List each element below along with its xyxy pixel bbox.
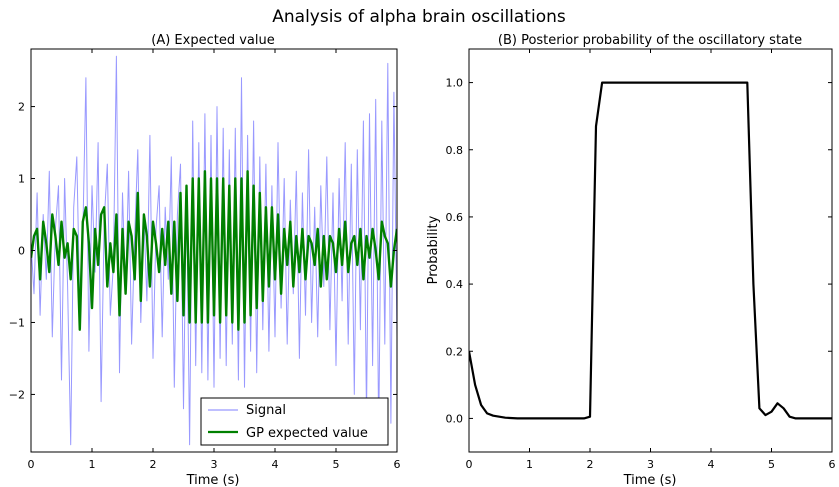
x-tick-label: 5 (768, 458, 775, 471)
y-tick-label: 1 (18, 173, 25, 186)
chart-b-x-ticks: 0 1 2 3 4 5 6 (466, 49, 836, 471)
y-tick-label: 0.0 (446, 412, 464, 425)
gp-expected-line (31, 170, 397, 331)
x-tick-label: 3 (647, 458, 654, 471)
y-tick-label: 0.4 (446, 278, 464, 291)
x-tick-label: 5 (333, 458, 340, 471)
x-tick-label: 4 (272, 458, 279, 471)
x-tick-label: 0 (28, 458, 35, 471)
x-tick-label: 1 (89, 458, 96, 471)
y-tick-label: 0.6 (446, 211, 464, 224)
chart-b-plot-area (468, 48, 833, 453)
x-tick-label: 2 (587, 458, 594, 471)
chart-b-y-label: Probability (426, 215, 441, 284)
y-tick-label: 2 (18, 101, 25, 114)
x-tick-label: 1 (526, 458, 533, 471)
y-tick-label: −2 (9, 388, 25, 401)
x-tick-label: 2 (150, 458, 157, 471)
chart-a-x-label: Time (s) (186, 473, 240, 487)
legend-signal-label: Signal (246, 403, 286, 418)
chart-a-x-ticks: 0 1 2 3 4 5 6 (28, 49, 401, 471)
x-tick-label: 3 (211, 458, 218, 471)
figure-title: Analysis of alpha brain oscillations (272, 7, 566, 27)
y-tick-label: 0 (18, 245, 25, 258)
chart-b-y-ticks: 0.0 0.2 0.4 0.6 0.8 1.0 (446, 77, 832, 425)
chart-a: (A) Expected value 0 1 2 3 4 5 6 −2 −1 0 1 2 Time … (9, 33, 401, 487)
x-tick-label: 4 (708, 458, 715, 471)
x-tick-label: 0 (466, 458, 473, 471)
chart-b: (B) Posterior probability of the oscilla… (426, 33, 836, 487)
y-tick-label: 1.0 (446, 77, 464, 90)
y-tick-label: 0.2 (446, 345, 464, 358)
chart-a-title: (A) Expected value (151, 33, 274, 48)
signal-line (31, 55, 397, 446)
chart-a-y-ticks: −2 −1 0 1 2 (9, 101, 397, 401)
y-tick-label: 0.8 (446, 144, 464, 157)
x-tick-label: 6 (829, 458, 836, 471)
chart-b-frame (468, 48, 833, 453)
x-tick-label: 6 (394, 458, 401, 471)
chart-a-plot-area (30, 48, 398, 453)
probability-line (469, 81, 832, 420)
chart-b-x-label: Time (s) (623, 473, 677, 487)
y-tick-label: −1 (9, 316, 25, 329)
chart-a-legend: Signal GP expected value (200, 397, 389, 446)
chart-b-title: (B) Posterior probability of the oscilla… (498, 33, 802, 48)
legend-gp-label: GP expected value (246, 426, 368, 441)
